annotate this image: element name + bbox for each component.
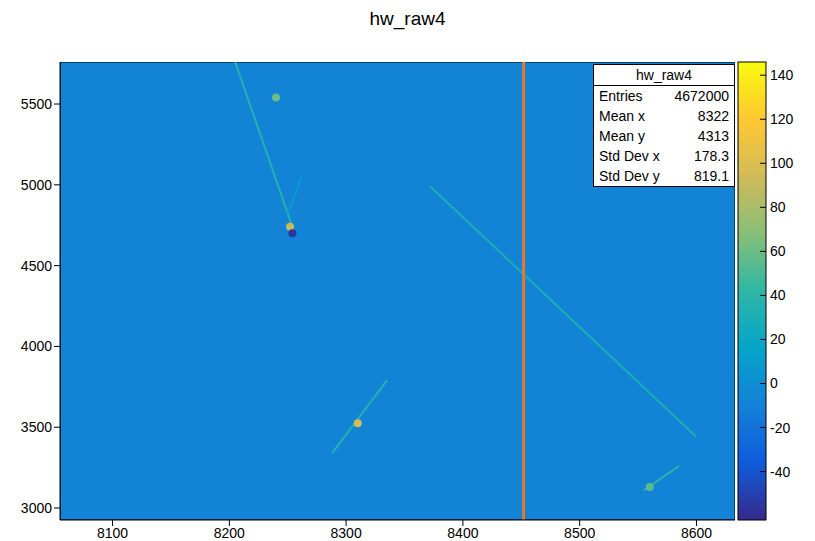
svg-text:20: 20 (770, 331, 786, 347)
svg-text:5500: 5500 (21, 96, 52, 112)
svg-text:60: 60 (770, 243, 786, 259)
svg-text:40: 40 (770, 287, 786, 303)
html-text:178.3: 178.3 (694, 148, 729, 164)
svg-text:8100: 8100 (97, 525, 128, 541)
svg-text:8200: 8200 (214, 525, 245, 541)
svg-text:8600: 8600 (681, 525, 712, 541)
svg-text:3500: 3500 (21, 419, 52, 435)
html-text:4313: 4313 (697, 128, 729, 144)
svg-text:140: 140 (770, 67, 794, 83)
svg-text:8400: 8400 (447, 525, 478, 541)
html-text:Mean y: Mean y (599, 128, 645, 144)
svg-text:8300: 8300 (331, 525, 362, 541)
svg-text:4000: 4000 (21, 338, 52, 354)
svg-text:3000: 3000 (21, 500, 52, 516)
svg-text:80: 80 (770, 199, 786, 215)
html-text:Entries: Entries (599, 88, 643, 104)
html-text:hw_raw4: hw_raw4 (636, 67, 692, 83)
svg-text:-20: -20 (770, 420, 790, 436)
html-text:Mean x: Mean x (599, 108, 645, 124)
svg-text:100: 100 (770, 155, 794, 171)
html-text:4672000: 4672000 (674, 88, 729, 104)
html-text:819.1: 819.1 (694, 168, 729, 184)
svg-text:-40: -40 (770, 464, 790, 480)
html-text:Std Dev x: Std Dev x (599, 148, 660, 164)
svg-text:5000: 5000 (21, 177, 52, 193)
svg-text:120: 120 (770, 111, 794, 127)
html-text:hw_raw4: hw_raw4 (369, 8, 446, 29)
html-text:Std Dev y: Std Dev y (599, 168, 660, 184)
svg-text:4500: 4500 (21, 258, 52, 274)
html-text:8322: 8322 (697, 108, 729, 124)
svg-text:0: 0 (770, 375, 778, 391)
svg-text:8500: 8500 (564, 525, 595, 541)
